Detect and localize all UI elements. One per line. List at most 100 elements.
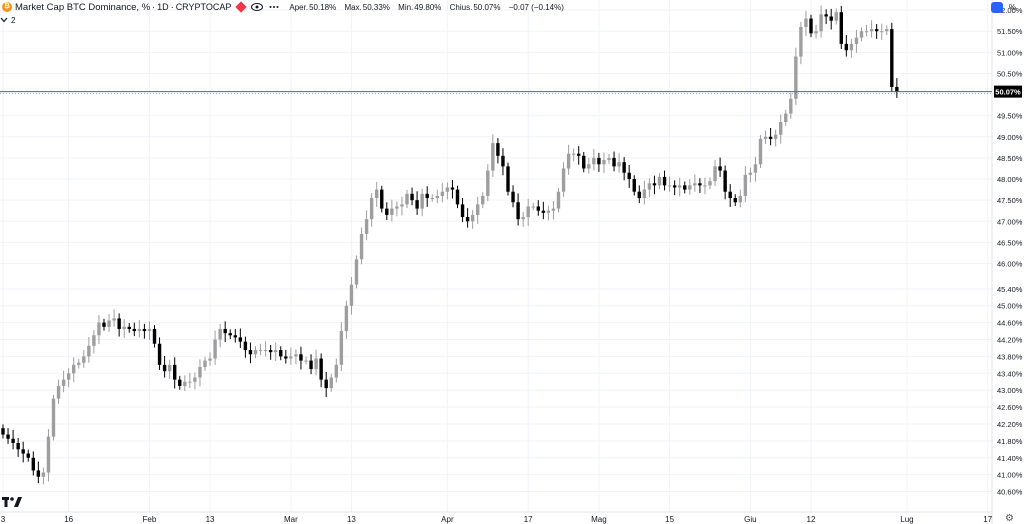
candle-body [794,56,798,99]
symbol-title[interactable]: Market Cap BTC Dominance, % [15,1,151,13]
candle-body [61,379,66,386]
candle-body [36,470,41,477]
candle-body [92,335,96,346]
candle-body [56,385,61,399]
candle-body [314,358,318,370]
y-tick-label: 47.50% [997,196,1023,205]
candle-body [672,185,677,188]
candle-body [415,200,419,209]
ohlc-values: Aper.50.18% Max.50.33% Min.49.80% Chius.… [289,3,570,12]
candle-body [571,153,576,155]
candle-body [263,350,268,352]
candle-body [566,153,571,169]
eye-icon[interactable] [251,3,264,11]
candle-body [31,457,35,471]
candle-body [167,364,172,372]
y-tick-label: 47.00% [997,217,1023,226]
y-tick-label: 48.00% [997,175,1023,184]
candle-body [344,305,349,332]
candle-body [895,86,899,92]
candle-body [395,206,399,209]
candle-body [531,206,535,208]
candle-body [799,27,803,57]
candle-body [854,37,859,44]
candle-body [183,381,187,386]
open-key: Aper. [289,2,309,12]
candle-body [551,208,556,211]
y-tick-label: 52.00% [997,6,1023,15]
close-value: 50.07% [473,2,501,12]
exchange-label[interactable]: CRYPTOCAP [175,2,232,12]
candle-body [102,322,106,327]
time-axis[interactable]: 3 16 Feb 13 Mar 13 Apr 17 Mag 15 Giu 12 Lug 17 [1,515,993,524]
candle-body [193,377,197,382]
candle-body [597,157,601,165]
change-value: −0.07 (−0.14%) [508,2,564,12]
x-tick-label: 3 [1,515,6,524]
axis-unit-label[interactable]: % [1008,2,1016,12]
candle-body [834,12,838,21]
candle-body [420,193,424,209]
y-tick-label: 44.60% [997,319,1023,328]
candle-body [521,217,525,220]
candle-body [718,166,722,171]
y-tick-label: 46.00% [997,260,1023,269]
candle-body [465,217,470,222]
cube-icon[interactable] [990,1,1003,13]
collapse-count: 2 [11,15,16,25]
y-tick-label: 44.20% [997,336,1023,345]
candle-body [779,122,783,135]
low-key: Min. [398,2,414,12]
candle-body [354,259,359,285]
candle-body [773,134,778,139]
y-tick-label: 43.00% [997,386,1023,395]
y-tick-label: 40.60% [997,488,1023,497]
candle-body [46,436,51,473]
candle-body [839,12,843,44]
candle-body [173,364,177,380]
candle-body [602,160,606,165]
candle-body [738,195,742,203]
candle-body [157,343,162,365]
x-tick-label: Mag [591,515,607,524]
x-tick-label: Apr [441,515,454,524]
candle-body [874,29,879,32]
tradingview-logo[interactable] [2,494,22,512]
candle-body [713,166,717,182]
candle-body [880,31,884,33]
candle-body [864,31,869,33]
last-price-tag [994,85,1022,98]
candle-body [753,164,758,173]
candle-body [369,198,374,220]
candle-body [289,356,293,359]
close-key: Chius. [449,2,473,12]
candle-body [592,157,596,165]
y-tick-label: 42.20% [997,420,1023,429]
price-axis[interactable]: 52.00% 51.50% 51.00% 50.50% 49.50% 49.00% 48.5… [997,6,1023,496]
candle-body [41,472,46,477]
indicators-collapse[interactable]: 2 [0,15,15,25]
candle-body [561,168,566,192]
last-price-label: 50.07% [995,88,1021,97]
candle-body [728,191,732,199]
candle-body [380,189,384,209]
candle-body [203,360,207,367]
candle-body [319,358,323,380]
y-tick-label: 42.60% [997,403,1023,412]
candle-body [784,113,788,123]
x-tick-label: Feb [143,515,157,524]
candle-body [844,43,849,51]
candle-body [546,210,551,213]
flag-icon[interactable] [235,1,248,13]
more-icon[interactable] [269,5,279,9]
candle-body [582,155,586,169]
interval-label[interactable]: 1D [157,2,169,12]
candle-body [693,183,697,186]
candle-body [743,174,748,196]
candle-body [652,183,657,186]
settings-icon[interactable]: ⚙ [1005,513,1014,524]
x-tick-label: 17 [983,515,992,524]
candle-body [152,328,157,344]
y-tick-label: 43.80% [997,352,1023,361]
